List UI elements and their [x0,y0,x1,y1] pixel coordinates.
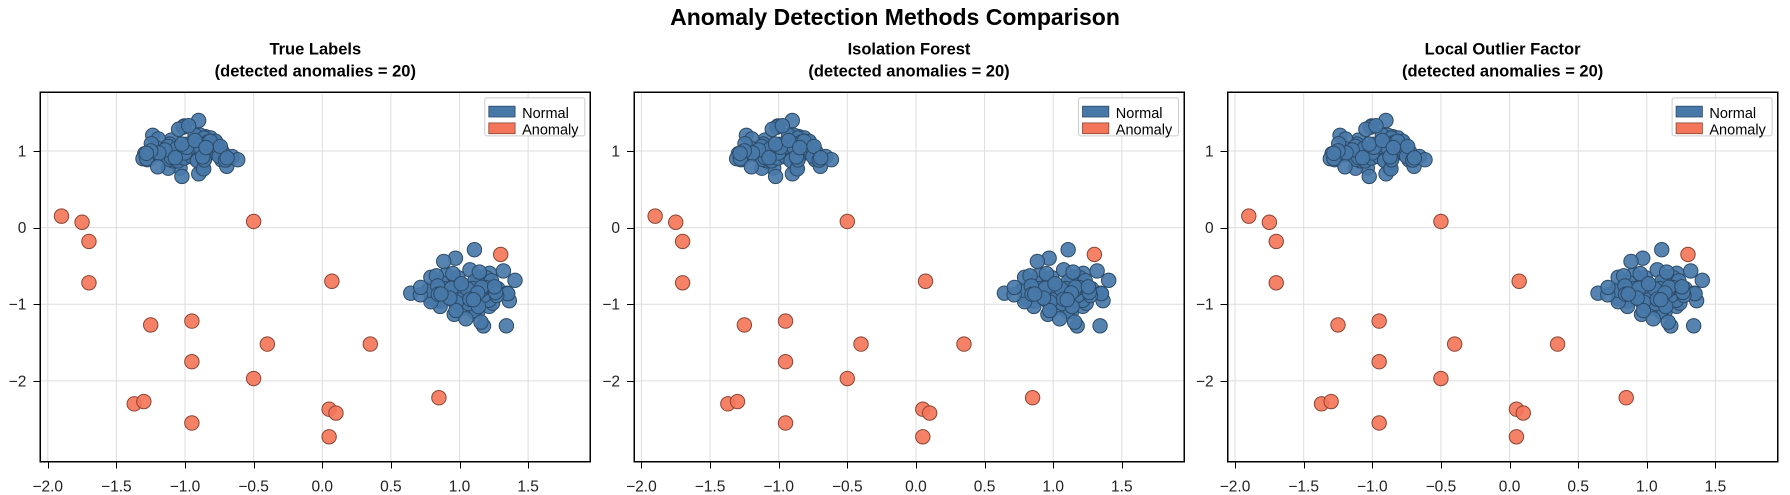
svg-text:1: 1 [611,144,620,161]
svg-text:Normal: Normal [522,106,569,122]
svg-text:(detected anomalies = 20): (detected anomalies = 20) [1402,62,1603,80]
svg-text:Anomaly: Anomaly [1116,123,1173,139]
svg-text:0.5: 0.5 [380,479,402,495]
svg-text:−1.5: −1.5 [695,479,726,495]
svg-text:−1: −1 [9,297,27,314]
svg-text:−2: −2 [9,373,27,390]
svg-text:Local Outlier Factor: Local Outlier Factor [1425,40,1581,58]
svg-text:0.0: 0.0 [905,479,927,495]
svg-text:−1.0: −1.0 [170,479,201,495]
svg-text:−1: −1 [602,297,620,314]
svg-text:Anomaly: Anomaly [1709,123,1766,139]
svg-text:−0.5: −0.5 [832,479,863,495]
svg-text:1: 1 [18,144,27,161]
svg-text:1.5: 1.5 [1705,479,1727,495]
svg-text:0: 0 [611,220,620,237]
svg-text:1.0: 1.0 [1636,479,1658,495]
svg-text:Normal: Normal [1116,106,1163,122]
svg-text:0: 0 [1205,220,1214,237]
svg-text:(detected anomalies = 20): (detected anomalies = 20) [808,62,1009,80]
svg-text:True Labels: True Labels [269,40,361,58]
svg-text:−0.5: −0.5 [1426,479,1457,495]
svg-text:Anomaly: Anomaly [522,123,579,139]
svg-text:−2.0: −2.0 [626,479,657,495]
svg-text:0.0: 0.0 [311,479,333,495]
svg-text:−2: −2 [1196,373,1214,390]
svg-text:0: 0 [18,220,27,237]
svg-text:1.5: 1.5 [517,479,539,495]
svg-text:−1.0: −1.0 [763,479,794,495]
svg-text:−2.0: −2.0 [1220,479,1251,495]
svg-text:1.0: 1.0 [1042,479,1064,495]
svg-text:0.5: 0.5 [1567,479,1589,495]
svg-text:(detected anomalies = 20): (detected anomalies = 20) [215,62,416,80]
svg-text:−1.5: −1.5 [1288,479,1319,495]
svg-text:−1.0: −1.0 [1357,479,1388,495]
svg-text:−2.0: −2.0 [32,479,63,495]
svg-text:0.0: 0.0 [1499,479,1521,495]
svg-text:−2: −2 [602,373,620,390]
svg-text:1.0: 1.0 [449,479,471,495]
svg-text:−1: −1 [1196,297,1214,314]
svg-text:−1.5: −1.5 [101,479,132,495]
svg-text:1: 1 [1205,144,1214,161]
svg-text:Normal: Normal [1709,106,1756,122]
svg-text:Isolation Forest: Isolation Forest [848,40,971,58]
svg-text:0.5: 0.5 [974,479,996,495]
svg-text:1.5: 1.5 [1111,479,1133,495]
svg-text:−0.5: −0.5 [238,479,269,495]
svg-text:Anomaly Detection Methods Comp: Anomaly Detection Methods Comparison [670,4,1120,30]
